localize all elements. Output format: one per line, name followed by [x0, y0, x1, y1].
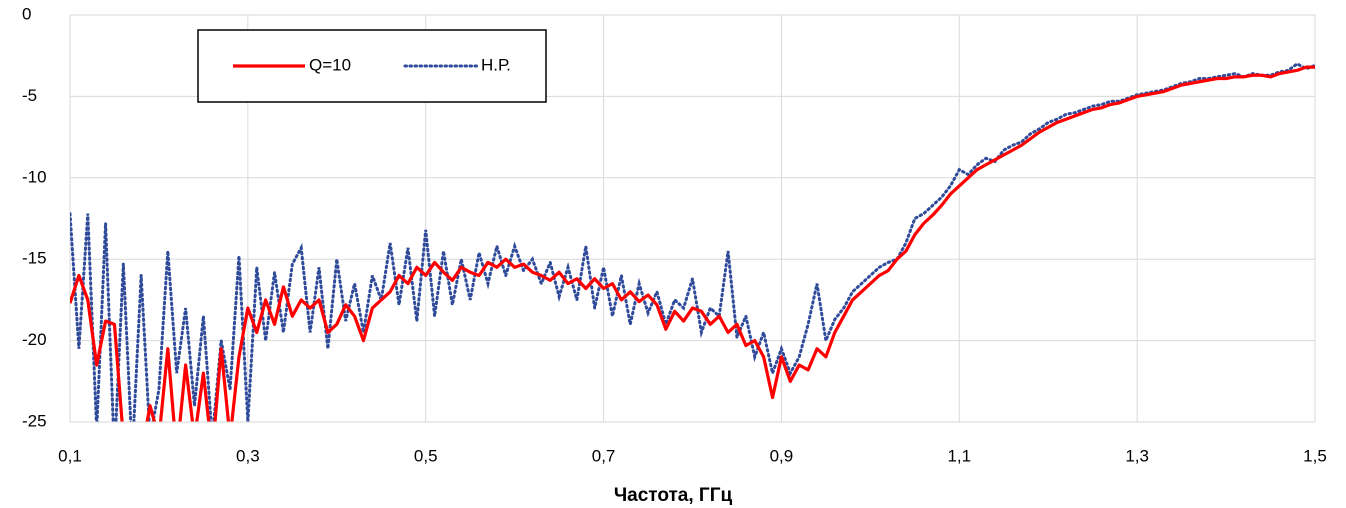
y-tick-label: -25 [22, 411, 47, 430]
x-tick-label: 0,5 [414, 446, 438, 465]
y-tick-label: 0 [22, 4, 31, 23]
series-line [70, 65, 1315, 422]
legend-label: Q=10 [309, 55, 351, 74]
y-tick-label: -10 [22, 167, 47, 186]
plot-area [70, 62, 1315, 422]
x-tick-label: 1,5 [1303, 446, 1327, 465]
x-tick-label: 0,3 [236, 446, 260, 465]
x-tick-label: 0,7 [592, 446, 616, 465]
x-tick-label: 0,1 [58, 446, 82, 465]
y-tick-label: -15 [22, 249, 47, 268]
legend-label: Н.Р. [481, 55, 511, 74]
x-axis-title: Частота, ГГц [614, 485, 733, 506]
series-line [70, 62, 1315, 422]
x-tick-label: 0,9 [770, 446, 794, 465]
y-tick-label: -5 [22, 86, 37, 105]
x-tick-label: 1,3 [1125, 446, 1149, 465]
y-tick-label: -20 [22, 330, 47, 349]
x-tick-label: 1,1 [947, 446, 971, 465]
